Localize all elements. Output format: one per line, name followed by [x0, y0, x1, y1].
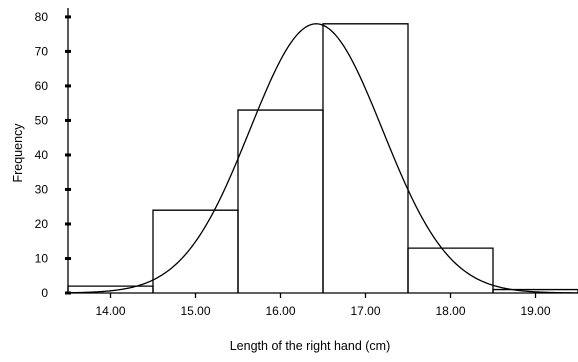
x-tick-label: 17.00: [350, 304, 380, 318]
y-tick-label: 40: [35, 148, 49, 162]
y-tick-label: 30: [35, 182, 49, 196]
histogram-bar: [322, 23, 409, 293]
x-tick-label: 15.00: [180, 304, 210, 318]
y-tick-label: 80: [35, 10, 49, 24]
x-tick-label: 16.00: [265, 304, 295, 318]
histogram-bar: [237, 109, 324, 293]
y-tick-label: 60: [35, 79, 49, 93]
y-axis-ticks: 0 10 20 30 40 50 60 70 80: [35, 10, 71, 300]
x-tick-label: 14.00: [95, 304, 125, 318]
histogram-bar: [492, 288, 578, 293]
histogram-bar: [407, 247, 494, 293]
y-axis-title: Frequency: [11, 123, 25, 183]
normal-curve: [67, 23, 578, 294]
x-tick-label: 19.00: [520, 304, 550, 318]
y-tick-label: 0: [41, 286, 48, 300]
y-tick-label: 20: [35, 217, 49, 231]
histogram-bars: [67, 23, 578, 293]
x-axis-ticks: 14.00 15.00 16.00 17.00 18.00 19.00: [95, 293, 551, 318]
x-tick-label: 18.00: [435, 304, 465, 318]
y-tick-label: 10: [35, 251, 49, 265]
y-tick-label: 50: [35, 113, 49, 127]
y-tick-label: 70: [35, 44, 49, 58]
x-axis-title: Length of the right hand (cm): [230, 339, 391, 353]
histogram-bar: [152, 209, 239, 293]
